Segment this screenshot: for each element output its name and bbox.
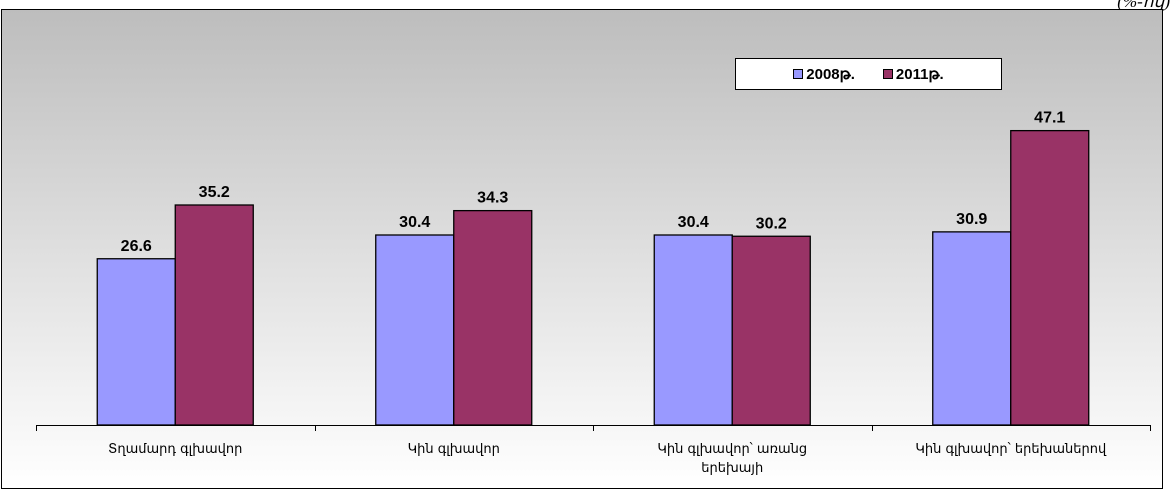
- bar-2008-2: [653, 234, 733, 426]
- bar-chart: 26.6 35.2 Տղամարդ գլխավոր 30.4 34.3 Կին գլխավ…: [36, 110, 1151, 476]
- legend-item-2011: 2011թ.: [882, 65, 944, 83]
- category-label-3: Կին գլխավոր՝ երեխաներով: [915, 442, 1107, 457]
- data-label-2008-2: 30.4: [678, 214, 709, 231]
- legend-label-2008: 2008թ.: [806, 66, 855, 83]
- data-label-2011-3: 47.1: [1034, 110, 1065, 127]
- bar-2008-3: [932, 231, 1012, 426]
- data-label-2011-0: 35.2: [199, 184, 230, 201]
- legend-label-2011: 2011թ.: [895, 66, 944, 83]
- bar-2011-1: [453, 209, 533, 426]
- data-label-2008-3: 30.9: [956, 211, 987, 228]
- legend: 2008թ. 2011թ.: [735, 58, 1002, 90]
- legend-item-2008: 2008թ.: [793, 65, 855, 83]
- data-label-2011-2: 30.2: [756, 215, 787, 232]
- legend-swatch-2011: [882, 69, 893, 79]
- category-label-0: Տղամարդ գլխավոր: [108, 442, 242, 457]
- chart-area: 26.6 35.2 Տղամարդ գլխավոր 30.4 34.3 Կին գլխավ…: [1, 9, 1163, 489]
- category-label-1: Կին գլխավոր: [408, 442, 500, 457]
- data-label-2008-0: 26.6: [121, 238, 152, 255]
- bar-2011-0: [174, 204, 254, 426]
- bar-2011-3: [1010, 129, 1090, 426]
- bar-2008-1: [375, 234, 455, 426]
- category-label-2: Կին գլխավոր՝ առանց: [657, 442, 807, 457]
- unit-note: (%-ով): [1117, 0, 1170, 11]
- data-label-2011-1: 34.3: [477, 190, 508, 207]
- legend-swatch-2008: [793, 69, 804, 79]
- data-label-2008-1: 30.4: [399, 214, 430, 231]
- bar-2011-2: [731, 235, 811, 426]
- bar-2008-0: [96, 258, 176, 426]
- category-label-2: երեխայի: [701, 461, 763, 476]
